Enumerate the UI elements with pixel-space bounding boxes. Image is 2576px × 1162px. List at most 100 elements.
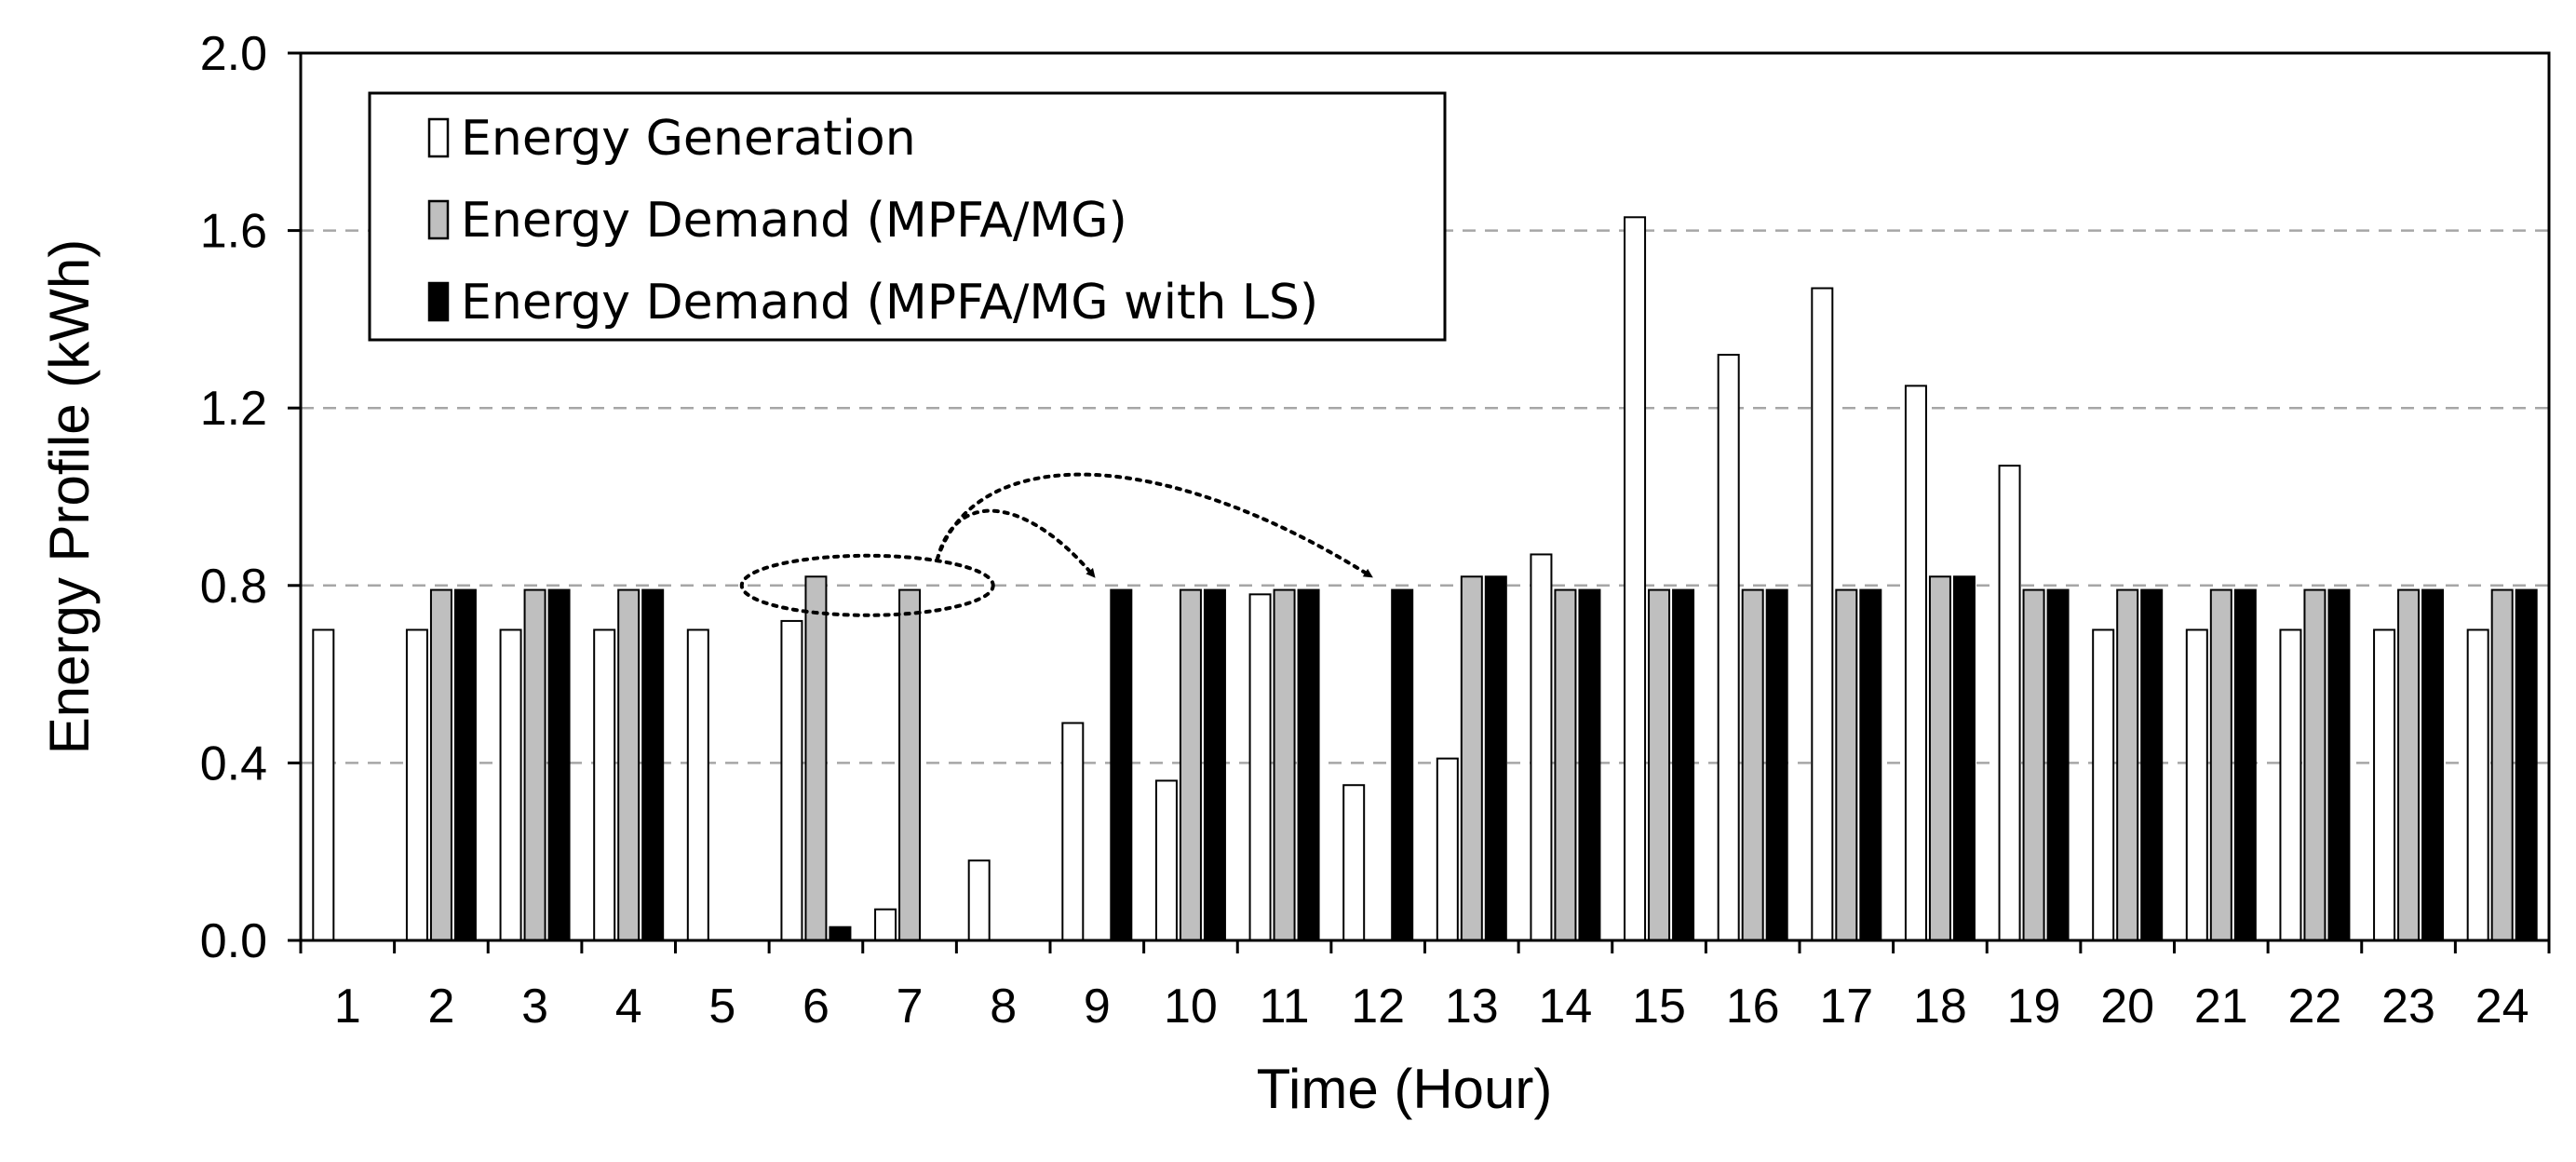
legend-label: Energy Demand (MPFA/MG) — [461, 193, 1127, 249]
bar-demand — [1273, 588, 1296, 941]
x-tick-label: 24 — [2475, 980, 2529, 1034]
legend-box — [368, 91, 1447, 342]
bar-demand-ls — [1203, 588, 1226, 941]
bar-generation — [1436, 757, 1459, 942]
legend: Energy Generation Energy Demand (MPFA/MG)… — [368, 91, 1447, 342]
y-tick-label: 1.2 — [200, 382, 267, 436]
bar-demand-ls — [2421, 588, 2445, 941]
bar-generation — [2092, 628, 2115, 941]
bar-demand — [898, 588, 922, 941]
legend-swatch — [427, 199, 450, 240]
x-tick-label: 20 — [2100, 980, 2154, 1034]
x-tick-label: 11 — [1260, 980, 1310, 1034]
bar-demand-ls — [641, 588, 665, 941]
bar-demand-ls — [2140, 588, 2164, 941]
bar-demand — [1179, 588, 1202, 941]
bar-demand — [523, 588, 546, 941]
bar-demand — [1554, 588, 1577, 941]
bar-generation — [967, 859, 991, 941]
bar-demand — [429, 588, 452, 941]
bar-generation — [1998, 465, 2021, 941]
y-tick-label: 2.0 — [200, 27, 267, 81]
bar-generation — [1717, 354, 1740, 941]
bar-demand — [804, 575, 828, 942]
y-tick-label: 0.8 — [200, 560, 267, 614]
y-axis-title: Energy Profile (kWh) — [38, 239, 101, 754]
x-tick-label: 13 — [1445, 980, 1499, 1034]
x-tick-label: 5 — [708, 980, 735, 1034]
bar-demand — [2490, 588, 2514, 941]
x-tick-label: 4 — [615, 980, 642, 1034]
y-tick-label: 0.4 — [200, 736, 267, 790]
bar-demand — [2303, 588, 2326, 941]
bar-demand-ls — [1391, 588, 1414, 941]
bar-demand-ls — [1859, 588, 1882, 941]
bar-generation — [1154, 779, 1178, 942]
x-tick-label: 6 — [802, 980, 829, 1034]
bar-generation — [2373, 628, 2396, 941]
bar-generation — [1061, 722, 1085, 942]
bar-demand-ls — [1297, 588, 1320, 941]
bar-generation — [2279, 628, 2302, 941]
bar-demand-ls — [453, 588, 477, 941]
bar-demand-ls — [1484, 575, 1507, 942]
x-tick-label: 1 — [334, 980, 361, 1034]
x-tick-label: 2 — [427, 980, 454, 1034]
bar-generation — [2466, 628, 2489, 941]
bar-demand — [1460, 575, 1483, 942]
arrow-to-hour-12 — [935, 472, 1374, 579]
bar-generation — [874, 908, 897, 942]
bar-demand-ls — [2233, 588, 2257, 941]
bar-generation — [1624, 216, 1647, 941]
legend-swatch — [427, 281, 450, 322]
bar-demand-ls — [2515, 588, 2538, 941]
bars — [312, 216, 2538, 942]
bar-demand — [617, 588, 641, 941]
bar-generation — [1342, 784, 1366, 941]
bar-generation — [312, 628, 335, 941]
bar-generation — [1530, 553, 1553, 941]
bar-demand — [2397, 588, 2421, 941]
bar-demand — [1648, 588, 1671, 941]
x-tick-label: 9 — [1084, 980, 1111, 1034]
bar-demand — [2116, 588, 2139, 941]
bar-demand-ls — [1110, 588, 1133, 941]
bar-demand — [2209, 588, 2232, 941]
x-tick-label: 17 — [1819, 980, 1873, 1034]
bar-demand-ls — [829, 926, 852, 942]
bar-generation — [686, 628, 709, 941]
bar-generation — [2185, 628, 2208, 941]
x-tick-label: 12 — [1351, 980, 1405, 1034]
x-tick-label: 14 — [1539, 980, 1593, 1034]
bar-demand-ls — [1952, 575, 1976, 942]
x-tick-label: 16 — [1726, 980, 1780, 1034]
load-shift-ellipse — [739, 553, 995, 617]
load-shift-annotation — [739, 472, 1374, 617]
bar-demand — [1928, 575, 1951, 942]
bar-generation — [405, 628, 428, 941]
x-tick-label: 18 — [1913, 980, 1967, 1034]
legend-label: Energy Generation — [461, 111, 916, 167]
bar-demand — [1741, 588, 1764, 941]
bar-demand-ls — [2327, 588, 2351, 941]
x-tick-label: 3 — [521, 980, 548, 1034]
x-tick-label: 15 — [1632, 980, 1686, 1034]
x-tick-label: 21 — [2194, 980, 2248, 1034]
bar-generation — [593, 628, 616, 941]
axis-ticks: 0.00.40.81.21.62.01 2 3 4 5 6 7 8 9 10 11 12 13 14 15 1… — [200, 27, 2551, 1034]
bar-demand-ls — [2046, 588, 2070, 941]
x-tick-label: 22 — [2288, 980, 2342, 1034]
bar-demand-ls — [547, 588, 571, 941]
legend-swatch — [427, 117, 450, 158]
bar-generation — [1904, 385, 1927, 941]
bar-demand — [1835, 588, 1858, 941]
bar-demand-ls — [1765, 588, 1788, 941]
x-tick-label: 23 — [2381, 980, 2435, 1034]
y-tick-label: 0.0 — [200, 914, 267, 968]
x-axis-title: Time (Hour) — [1257, 1058, 1553, 1120]
bar-generation — [1811, 287, 1834, 942]
bar-demand — [2022, 588, 2045, 941]
x-tick-label: 7 — [897, 980, 924, 1034]
